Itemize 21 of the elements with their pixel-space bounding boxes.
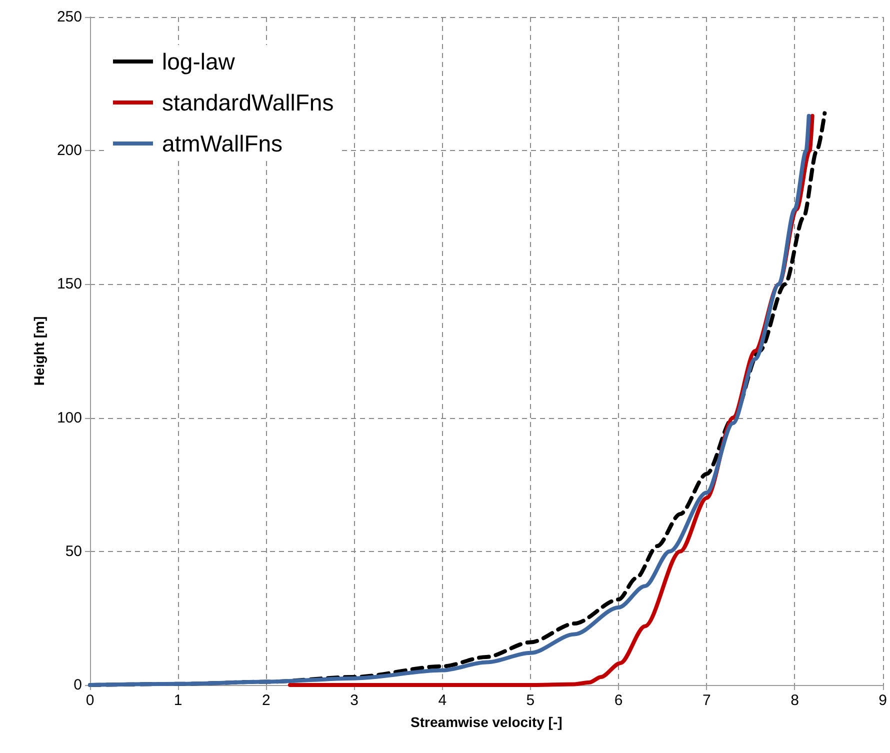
x-tick-label: 0 (86, 692, 94, 709)
y-axis-title: Height [m] (31, 316, 48, 386)
y-tick-label: 0 (74, 676, 82, 694)
y-tick-label: 200 (56, 142, 82, 160)
legend-label: atmWallFns (162, 130, 283, 156)
x-tick-label: 6 (614, 692, 623, 709)
x-axis-title: Streamwise velocity [-] (410, 714, 562, 730)
y-tick-label: 150 (56, 276, 82, 293)
x-tick-label: 8 (790, 692, 799, 709)
x-tick-label: 5 (526, 692, 535, 709)
legend-label: standardWallFns (162, 90, 334, 116)
x-tick-label: 9 (878, 692, 887, 709)
x-tick-label: 3 (350, 692, 358, 709)
x-tick-label: 1 (174, 692, 182, 709)
x-tick-label: 2 (262, 692, 270, 709)
y-tick-label: 50 (65, 542, 82, 560)
x-tick-label: 4 (438, 692, 447, 709)
y-tick-label: 250 (56, 8, 82, 26)
x-tick-label: 7 (702, 692, 711, 709)
y-tick-label: 100 (56, 409, 82, 426)
legend-label: log-law (162, 48, 236, 74)
